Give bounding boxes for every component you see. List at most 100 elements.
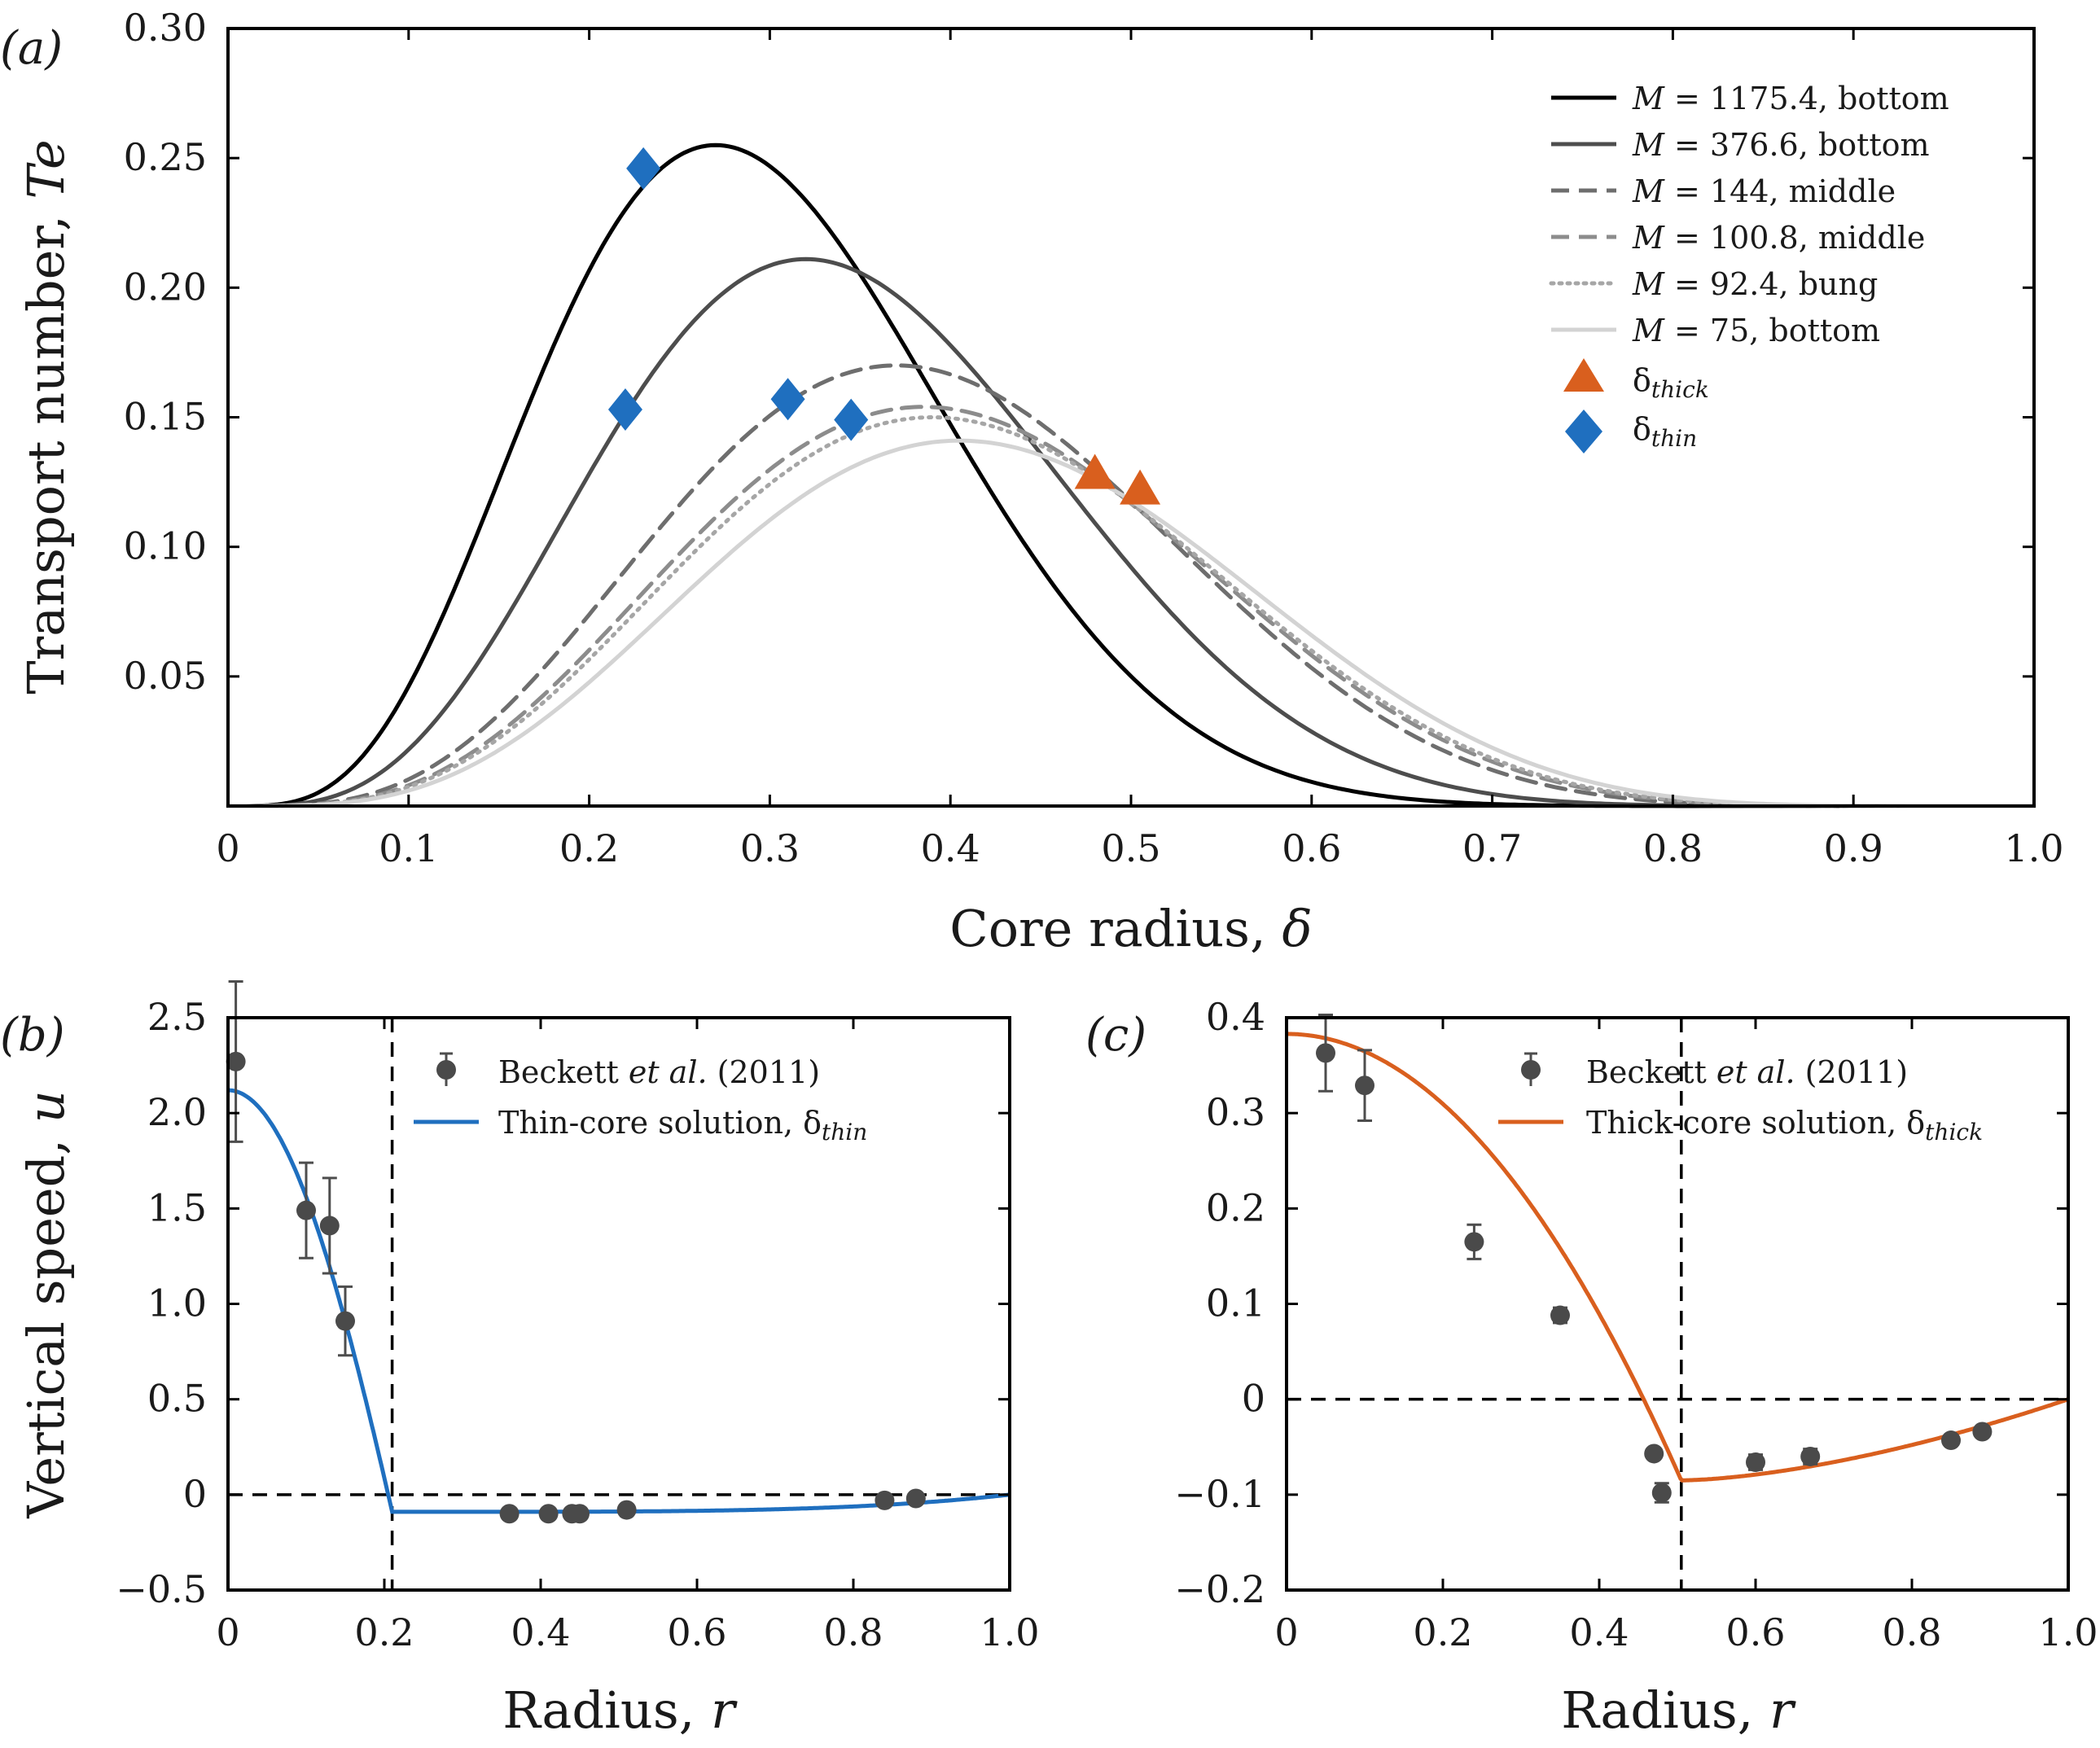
x-tick-label: 0.7 <box>1462 826 1522 870</box>
legend-label-thin: δthin <box>1633 411 1697 452</box>
x-tick-label: 0.6 <box>1282 826 1341 870</box>
y-tick-label: 0.25 <box>124 135 207 179</box>
data-point <box>1746 1452 1765 1472</box>
data-point <box>1651 1483 1672 1503</box>
solution-line <box>1287 1032 2069 1483</box>
data-point <box>1355 1076 1374 1096</box>
x-tick-label: 0.5 <box>1101 826 1160 870</box>
y-tick-label: 0 <box>1242 1377 1265 1421</box>
panel-a-label: (a) <box>0 22 63 75</box>
legend-label-solution: Thin-core solution, δthin <box>498 1105 867 1146</box>
delta-thick-marker <box>1120 469 1161 505</box>
legend-marker-data <box>1521 1060 1541 1080</box>
y-tick-label: 2.5 <box>147 995 207 1039</box>
legend-marker-thin <box>1565 410 1602 453</box>
legend-label-6: M = 75, bottom <box>1632 313 1880 348</box>
data-point <box>226 1051 246 1071</box>
y-tick-label: 0.15 <box>124 395 207 439</box>
y-tick-label: 0.20 <box>124 265 207 309</box>
series-line-4 <box>226 405 2036 808</box>
legend-label-solution: Thick-core solution, δthick <box>1586 1105 1983 1146</box>
data-point <box>875 1490 895 1510</box>
panel-a-legend: M = 1175.4, bottom M = 376.6, bottom M =… <box>1549 81 1949 453</box>
x-tick-label: 0.3 <box>740 826 800 870</box>
panel-c-frame <box>1285 1016 2070 1592</box>
panel-b-legend: Beckett et al. (2011) Thin-core solution… <box>414 1052 867 1146</box>
legend-marker-data <box>436 1060 456 1080</box>
y-tick-label: 1.0 <box>147 1281 207 1325</box>
y-tick-label: −0.1 <box>1174 1472 1265 1516</box>
data-point <box>499 1504 520 1524</box>
y-tick-label: −0.5 <box>116 1567 207 1611</box>
data-point <box>319 1216 340 1236</box>
x-tick-label: 0.4 <box>1569 1610 1629 1654</box>
legend-label-1: M = 1175.4, bottom <box>1632 81 1949 116</box>
legend-marker-thick <box>1563 358 1604 392</box>
panel-c-label: (c) <box>1085 1009 1146 1062</box>
x-tick-label: 0 <box>216 826 239 870</box>
panel-c-plot <box>1287 1013 2069 1590</box>
panel-a-y-ticks: 0.05 0.10 0.15 0.20 0.25 0.30 <box>124 6 2034 698</box>
panel-c-x-ticks: 0 0.2 0.4 0.6 0.8 1.0 <box>1274 1018 2098 1654</box>
x-tick-label: 1.0 <box>2004 826 2063 870</box>
x-tick-label: 0 <box>216 1610 239 1654</box>
data-point <box>1800 1446 1821 1466</box>
delta-thin-marker <box>607 388 642 431</box>
delta-thick-marker <box>1074 453 1116 489</box>
data-point <box>1644 1444 1664 1464</box>
x-tick-label: 0.9 <box>1824 826 1883 870</box>
x-tick-label: 0.8 <box>1643 826 1703 870</box>
x-tick-label: 0.2 <box>1413 1610 1472 1654</box>
data-point <box>1464 1232 1484 1252</box>
panel-b-x-label: Radius, r <box>502 1680 738 1740</box>
y-tick-label: 1.5 <box>147 1185 207 1229</box>
panel-c-y-ticks: −0.2 −0.1 0 0.1 0.2 0.3 0.4 <box>1174 995 2068 1611</box>
panel-b-plot <box>226 979 1011 1590</box>
panel-a-x-ticks: 0 0.1 0.2 0.3 0.4 0.5 0.6 0.7 0.8 0.9 1.0 <box>216 28 2064 870</box>
legend-label-thick: δthick <box>1633 362 1709 403</box>
data-point <box>538 1504 559 1524</box>
series-line-3 <box>226 363 2036 808</box>
panel-a: (a) 0 0.1 0.2 0.3 0.4 0.5 0.6 0.7 0.8 0.9 1.0 0.05… <box>0 6 2064 958</box>
y-tick-label: 0.05 <box>124 654 207 698</box>
panel-b-y-ticks: −0.5 0 0.5 1.0 1.5 2.0 2.5 <box>116 995 1010 1611</box>
panel-a-y-label: Transport number, Te <box>16 139 76 694</box>
y-tick-label: 0.2 <box>1206 1185 1265 1229</box>
legend-label-5: M = 92.4, bung <box>1632 266 1878 302</box>
data-point <box>296 1200 316 1220</box>
legend-label-data: Beckett et al. (2011) <box>1586 1054 1908 1090</box>
x-tick-label: 0.6 <box>667 1610 726 1654</box>
data-point <box>570 1504 590 1524</box>
x-tick-label: 1.0 <box>980 1610 1039 1654</box>
panel-c: (c) 0 0.2 0.4 0.6 0.8 1.0 −0.2 −0.1 0 0.1 0.2 0.3 0… <box>1085 995 2098 1740</box>
data-point <box>616 1500 637 1520</box>
delta-thin-marker <box>834 398 869 441</box>
y-tick-label: 0.4 <box>1206 995 1265 1039</box>
y-tick-label: 2.0 <box>147 1090 207 1134</box>
data-point <box>905 1488 926 1509</box>
y-tick-label: 0.1 <box>1206 1281 1265 1325</box>
panel-c-x-label: Radius, r <box>1561 1680 1796 1740</box>
legend-label-2: M = 376.6, bottom <box>1632 127 1930 163</box>
data-point <box>1972 1422 1993 1442</box>
x-tick-label: 0.2 <box>354 1610 414 1654</box>
legend-label-4: M = 100.8, middle <box>1632 220 1925 256</box>
delta-thin-marker <box>626 147 661 190</box>
panel-b: (b) 0 0.2 0.4 0.6 0.8 1.0 −0.500.51.01.52.02.… <box>0 979 1040 1740</box>
x-tick-label: 0.2 <box>559 826 619 870</box>
y-tick-label: 0.3 <box>1206 1090 1265 1134</box>
x-tick-label: 0.6 <box>1725 1610 1785 1654</box>
panel-c-legend: Beckett et al. (2011) Thick-core solutio… <box>1498 1052 1983 1146</box>
legend-label-3: M = 144, middle <box>1632 173 1896 209</box>
x-tick-label: 0.4 <box>921 826 980 870</box>
y-tick-label: −0.2 <box>1174 1567 1265 1611</box>
x-tick-label: 0.8 <box>1882 1610 1941 1654</box>
panel-b-label: (b) <box>0 1009 65 1062</box>
y-tick-label: 0.10 <box>124 524 207 568</box>
y-tick-label: 0.30 <box>124 6 207 50</box>
panel-a-plot <box>226 142 2036 808</box>
delta-thin-marker <box>770 378 805 421</box>
x-tick-label: 1.0 <box>2038 1610 2098 1654</box>
x-tick-label: 0.1 <box>379 826 438 870</box>
